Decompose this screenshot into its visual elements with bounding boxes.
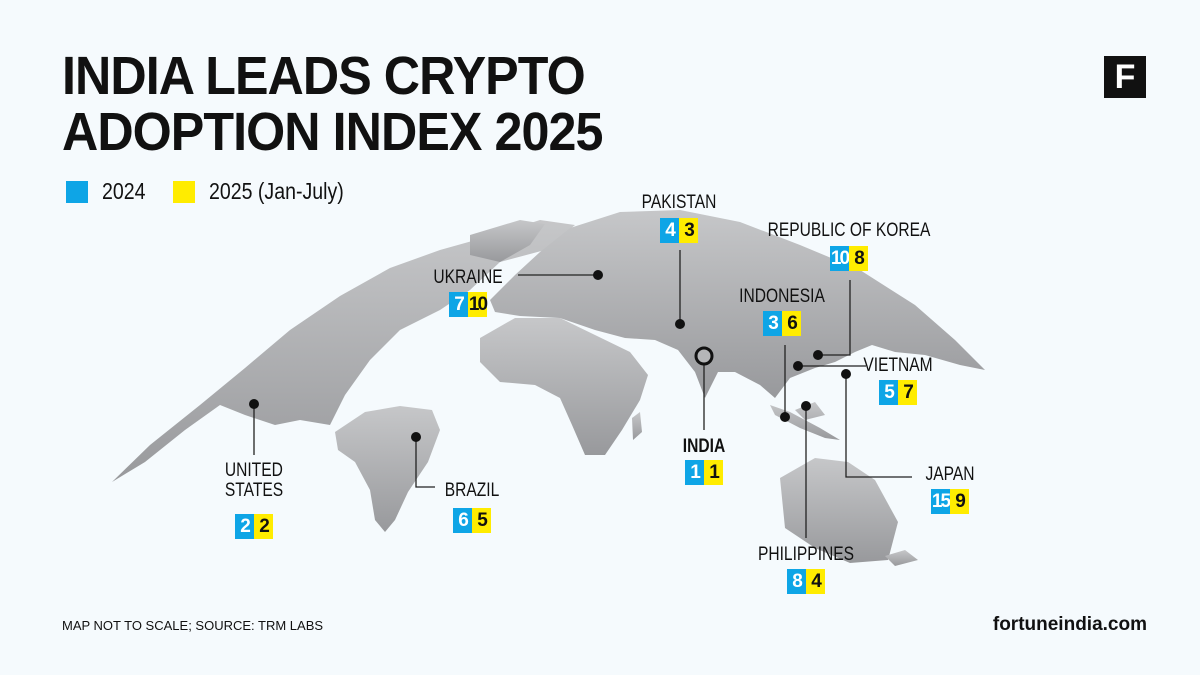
madagascar bbox=[632, 412, 642, 440]
label-united-states: UNITED STATES bbox=[224, 460, 284, 501]
rank-2024: 2 bbox=[235, 514, 254, 539]
rank-2024: 1 bbox=[685, 460, 704, 485]
greenland bbox=[470, 220, 545, 262]
badge-ukraine: 7 10 bbox=[449, 292, 488, 317]
title-line-1: INDIA LEADS CRYPTO bbox=[62, 46, 586, 106]
rank-2024: 6 bbox=[453, 508, 472, 533]
label-indonesia: INDONESIA bbox=[739, 286, 825, 307]
south-america bbox=[335, 406, 440, 532]
indonesia-islands bbox=[770, 402, 840, 440]
rank-2024: 3 bbox=[763, 311, 782, 336]
dot-japan bbox=[841, 369, 851, 379]
source-note: MAP NOT TO SCALE; SOURCE: TRM LABS bbox=[62, 618, 324, 633]
legend-label-2025: 2025 (Jan-July) bbox=[209, 178, 344, 204]
dot-ukraine bbox=[593, 270, 603, 280]
rank-2024: 5 bbox=[879, 380, 898, 405]
legend-label-2024: 2024 bbox=[102, 178, 146, 204]
marker-india bbox=[694, 346, 714, 366]
label-pakistan: PAKISTAN bbox=[641, 192, 717, 213]
rank-2025: 10 bbox=[468, 292, 488, 317]
rank-2025: 4 bbox=[806, 569, 825, 594]
rank-2025: 5 bbox=[472, 508, 491, 533]
rank-2024: 4 bbox=[660, 218, 679, 243]
rank-2024: 15 bbox=[931, 489, 951, 514]
label-philippines: PHILIPPINES bbox=[757, 544, 855, 565]
legend: 2024 2025 (Jan-July) bbox=[66, 178, 378, 205]
africa bbox=[480, 318, 648, 455]
dot-united-states bbox=[249, 399, 259, 409]
title-line-2: ADOPTION INDEX 2025 bbox=[62, 102, 603, 162]
dot-philippines bbox=[801, 401, 811, 411]
north-america bbox=[112, 220, 575, 482]
rank-2025: 1 bbox=[704, 460, 723, 485]
rank-2025: 7 bbox=[898, 380, 917, 405]
label-brazil: BRAZIL bbox=[444, 480, 500, 501]
dot-korea bbox=[813, 350, 823, 360]
badge-japan: 15 9 bbox=[931, 489, 969, 514]
rank-2025: 3 bbox=[679, 218, 698, 243]
rank-2024: 10 bbox=[830, 246, 850, 271]
legend-swatch-2024 bbox=[66, 180, 88, 203]
rank-2025: 6 bbox=[782, 311, 801, 336]
dot-vietnam bbox=[793, 361, 803, 371]
badge-korea: 10 8 bbox=[830, 246, 868, 271]
australia bbox=[780, 458, 898, 563]
dot-brazil bbox=[411, 432, 421, 442]
rank-2024: 7 bbox=[449, 292, 468, 317]
label-vietnam: VIETNAM bbox=[863, 355, 933, 376]
rank-2024: 8 bbox=[787, 569, 806, 594]
eurasia bbox=[490, 210, 985, 398]
fortune-logo: F bbox=[1104, 56, 1146, 98]
label-japan: JAPAN bbox=[925, 464, 975, 485]
legend-swatch-2025 bbox=[173, 180, 196, 203]
new-zealand bbox=[885, 550, 918, 566]
label-ukraine: UKRAINE bbox=[433, 267, 503, 288]
site-link[interactable]: fortuneindia.com bbox=[992, 614, 1147, 635]
label-korea: REPUBLIC OF KOREA bbox=[767, 220, 931, 241]
page-title: INDIA LEADS CRYPTO ADOPTION INDEX 2025 bbox=[62, 46, 603, 162]
rank-2025: 2 bbox=[254, 514, 273, 539]
label-india: INDIA bbox=[682, 436, 726, 457]
rank-2025: 9 bbox=[950, 489, 969, 514]
dot-indonesia bbox=[780, 412, 790, 422]
dot-pakistan bbox=[675, 319, 685, 329]
rank-2025: 8 bbox=[849, 246, 868, 271]
leader-lines bbox=[253, 250, 912, 538]
